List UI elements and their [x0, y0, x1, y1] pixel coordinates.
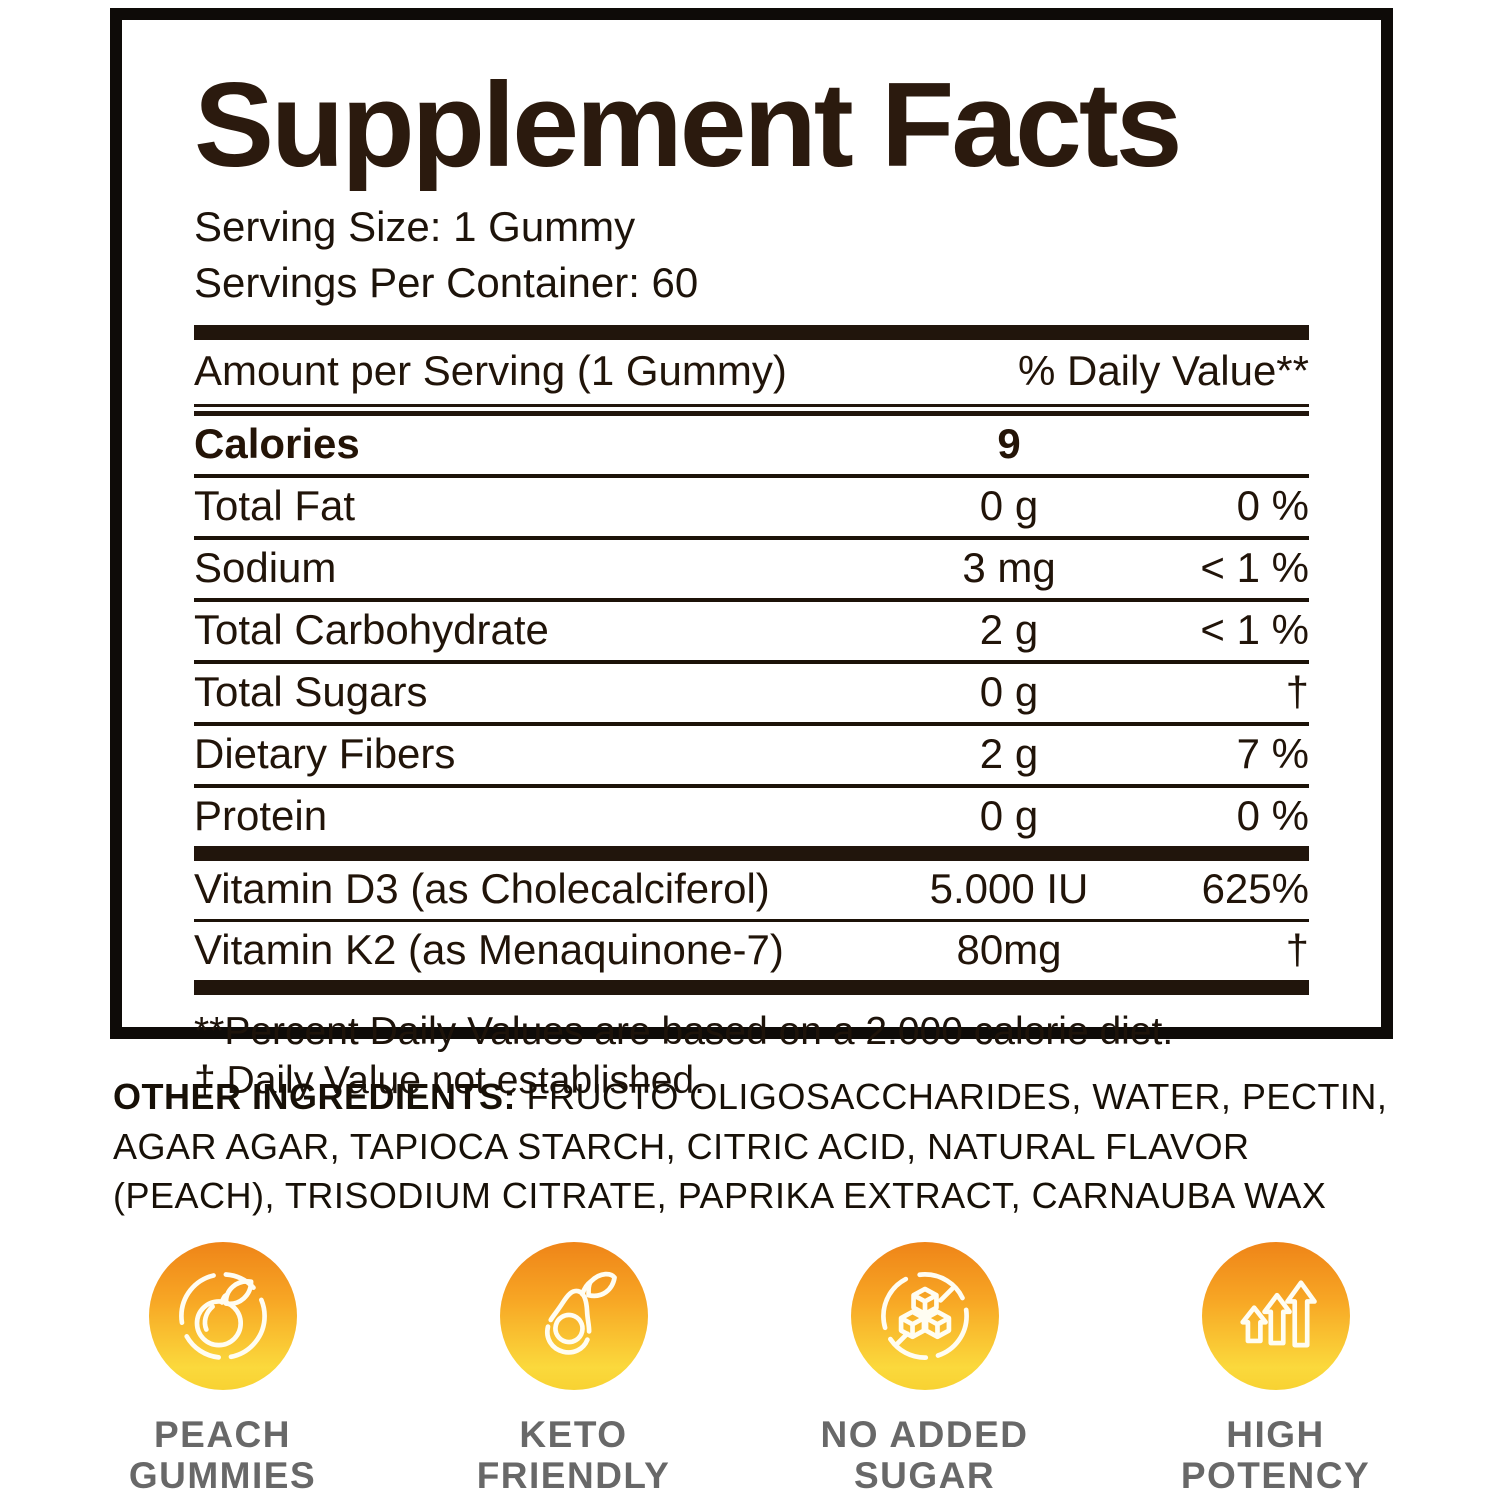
badge-circle: [148, 1242, 297, 1390]
nutrient-dv: 625%: [1201, 864, 1309, 912]
badge-label: HIGH POTENCY: [1180, 1414, 1371, 1497]
peach-icon: [178, 1272, 267, 1360]
supplement-facts-panel: Supplement Facts Serving Size: 1 Gummy S…: [110, 8, 1393, 1102]
nutrient-name: Total Sugars: [194, 667, 428, 715]
nutrient-rows: Calories 9 Total Fat 0 g 0 % Sodium 3 mg…: [194, 416, 1309, 846]
servings-per-container: Servings Per Container: 60: [194, 259, 699, 307]
nutrient-name: Total Carbohydrate: [194, 605, 549, 653]
nutrient-name: Dietary Fibers: [194, 729, 456, 777]
mid-separator-bar: [194, 845, 1309, 861]
nutrient-dv: < 1 %: [1200, 543, 1309, 591]
badge-no-added-sugar: NO ADDED SUGAR: [772, 1242, 1077, 1497]
footnote: **Percent Daily Values are based on a 2.…: [194, 1007, 1309, 1106]
nutrient-amount: 3 mg: [962, 543, 1056, 591]
table-row-total-sugars: Total Sugars 0 g †: [194, 659, 1309, 722]
footnote-daily-values: **Percent Daily Values are based on a 2.…: [194, 1009, 1174, 1053]
nutrient-amount: 0 g: [979, 481, 1039, 529]
nutrient-name: Protein: [194, 791, 328, 839]
table-row-total-fat: Total Fat 0 g 0 %: [194, 473, 1309, 536]
panel-title: Supplement Facts: [194, 58, 1183, 192]
nutrient-dv: 0 %: [1236, 791, 1309, 839]
other-ingredients: OTHER INGREDIENTS: FRUCTO OLIGOSACCHARID…: [113, 1072, 1405, 1221]
nutrient-amount: 80mg: [956, 925, 1062, 973]
nutrient-name: Sodium: [194, 543, 337, 591]
nutrient-dv: < 1 %: [1200, 605, 1309, 653]
arrows-up-icon: [1239, 1280, 1317, 1348]
no-added-sugar-icon: [880, 1272, 969, 1360]
vitamin-rule: [194, 918, 1309, 922]
nutrient-amount: 9: [997, 419, 1021, 467]
badge-keto-friendly: KETO FRIENDLY: [421, 1242, 726, 1497]
table-row-dietary-fibers: Dietary Fibers 2 g 7 %: [194, 721, 1309, 784]
table-row-calories: Calories 9: [194, 416, 1309, 474]
other-ingredients-list: FRUCTO OLIGOSACCHARIDES, WATER, PECTIN, …: [113, 1076, 1388, 1217]
serving-size: Serving Size: 1 Gummy: [194, 203, 636, 250]
nutrient-name: Total Fat: [194, 481, 356, 529]
facts-table: Amount per Serving (1 Gummy) % Daily Val…: [194, 324, 1309, 1106]
nutrient-dv: †: [1285, 667, 1309, 715]
table-header-row: Amount per Serving (1 Gummy) % Daily Val…: [194, 340, 1309, 404]
badge-peach-gummies: PEACH GUMMIES: [70, 1242, 375, 1497]
footnote-dagger: † Daily Value not established.: [194, 1059, 705, 1103]
table-row-vitamin-k2: Vitamin K2 (as Menaquinone-7) 80mg †: [194, 922, 1309, 980]
table-row-sodium: Sodium 3 mg < 1 %: [194, 535, 1309, 598]
badge-circle: [850, 1242, 999, 1390]
nutrient-amount: 0 g: [979, 667, 1039, 715]
table-row-vitamin-d3: Vitamin D3 (as Cholecalciferol) 5.000 IU…: [194, 861, 1309, 919]
table-top-bar: [194, 324, 1309, 340]
table-row-total-carbohydrate: Total Carbohydrate 2 g < 1 %: [194, 597, 1309, 660]
badge-circle: [499, 1242, 648, 1390]
nutrient-amount: 2 g: [979, 729, 1039, 777]
badge-label: PEACH GUMMIES: [128, 1414, 317, 1497]
nutrient-name: Vitamin K2 (as Menaquinone-7): [194, 925, 784, 973]
badge-label: KETO FRIENDLY: [476, 1414, 671, 1497]
serving-info: Serving Size: 1 Gummy Servings Per Conta…: [194, 202, 1309, 309]
table-row-protein: Protein 0 g 0 %: [194, 783, 1309, 846]
badge-high-potency: HIGH POTENCY: [1123, 1242, 1428, 1497]
nutrient-dv: 0 %: [1236, 481, 1309, 529]
table-bottom-bar: [194, 979, 1309, 995]
nutrient-amount: 0 g: [979, 791, 1039, 839]
badge-label: NO ADDED SUGAR: [820, 1414, 1029, 1497]
nutrient-name: Calories: [194, 419, 360, 467]
nutrient-dv: †: [1285, 925, 1309, 973]
header-double-rule: [194, 403, 1309, 416]
nutrient-amount: 5.000 IU: [929, 864, 1089, 912]
nutrient-dv: 7 %: [1236, 729, 1309, 777]
amount-column-header: Amount per Serving (1 Gummy): [194, 346, 787, 394]
feature-badges: PEACH GUMMIES KETO FRIENDLY: [70, 1242, 1428, 1497]
daily-value-column-header: % Daily Value**: [1017, 346, 1309, 394]
nutrient-name: Vitamin D3 (as Cholecalciferol): [194, 864, 770, 912]
nutrient-amount: 2 g: [979, 605, 1039, 653]
avocado-icon: [544, 1271, 617, 1355]
badge-circle: [1201, 1242, 1350, 1390]
other-ingredients-heading: OTHER INGREDIENTS:: [113, 1076, 517, 1117]
